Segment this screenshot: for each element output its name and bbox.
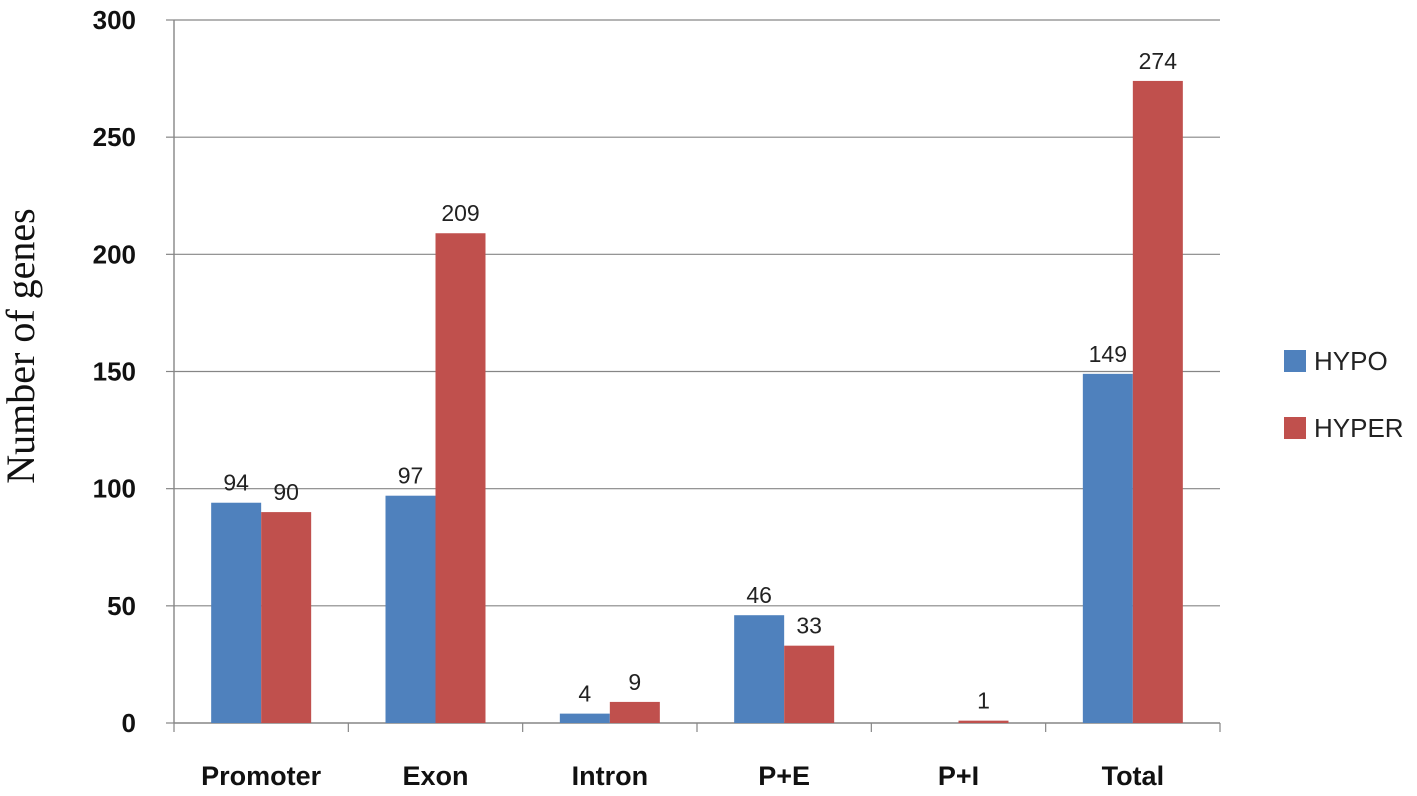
legend-label-hyper: HYPER (1314, 413, 1404, 443)
data-label: 1 (977, 688, 990, 714)
y-tick-label: 0 (122, 708, 136, 738)
bar-hyper-p-e (784, 645, 835, 723)
bar-hyper-exon (435, 233, 486, 723)
bar-hyper-intron (609, 701, 660, 723)
y-tick-label: 250 (93, 122, 136, 152)
data-label: 274 (1139, 48, 1178, 74)
data-label: 33 (796, 613, 822, 639)
bar-hypo-promoter (211, 502, 262, 723)
bar-hyper-promoter (261, 512, 312, 723)
legend: HYPO HYPER (1284, 346, 1404, 443)
x-tick-label: P+I (938, 761, 979, 791)
data-label: 149 (1089, 341, 1127, 367)
y-tick-label: 100 (93, 474, 136, 504)
data-label: 97 (398, 463, 424, 489)
axes (166, 19, 1221, 732)
tick-labels: 0 50 100 150 200 250 300 Promoter Exon Intron P+E P… (93, 5, 1164, 791)
legend-label-hypo: HYPO (1314, 346, 1388, 376)
data-label: 94 (223, 470, 249, 496)
data-label: 46 (746, 582, 772, 608)
bar-hyper-total (1132, 80, 1183, 724)
data-labels: 94 90 97 209 4 9 46 33 1 149 274 (223, 48, 1177, 714)
bar-hypo-p-e (734, 615, 785, 723)
y-tick-label: 50 (107, 591, 136, 621)
legend-swatch-hypo (1284, 350, 1306, 372)
y-tick-label: 150 (93, 357, 136, 387)
bar-hypo-intron (559, 713, 610, 723)
bar-hyper-p-i (958, 720, 1009, 723)
x-tick-label: Intron (572, 761, 648, 791)
data-label: 90 (273, 479, 299, 505)
x-tick-label: Promoter (201, 761, 322, 791)
bar-hypo-exon (385, 495, 436, 723)
bar-hypo-total (1082, 373, 1133, 723)
bars (211, 80, 1183, 724)
y-tick-label: 300 (93, 5, 136, 35)
x-tick-label: P+E (758, 761, 810, 791)
data-label: 209 (441, 200, 479, 226)
y-tick-label: 200 (93, 239, 136, 269)
data-label: 9 (628, 669, 641, 695)
data-label: 4 (578, 681, 591, 707)
x-tick-label: Total (1102, 761, 1165, 791)
x-tick-label: Exon (402, 761, 468, 791)
gridlines (174, 19, 1220, 607)
y-axis-label: Number of genes (0, 208, 43, 483)
legend-swatch-hyper (1284, 417, 1306, 439)
